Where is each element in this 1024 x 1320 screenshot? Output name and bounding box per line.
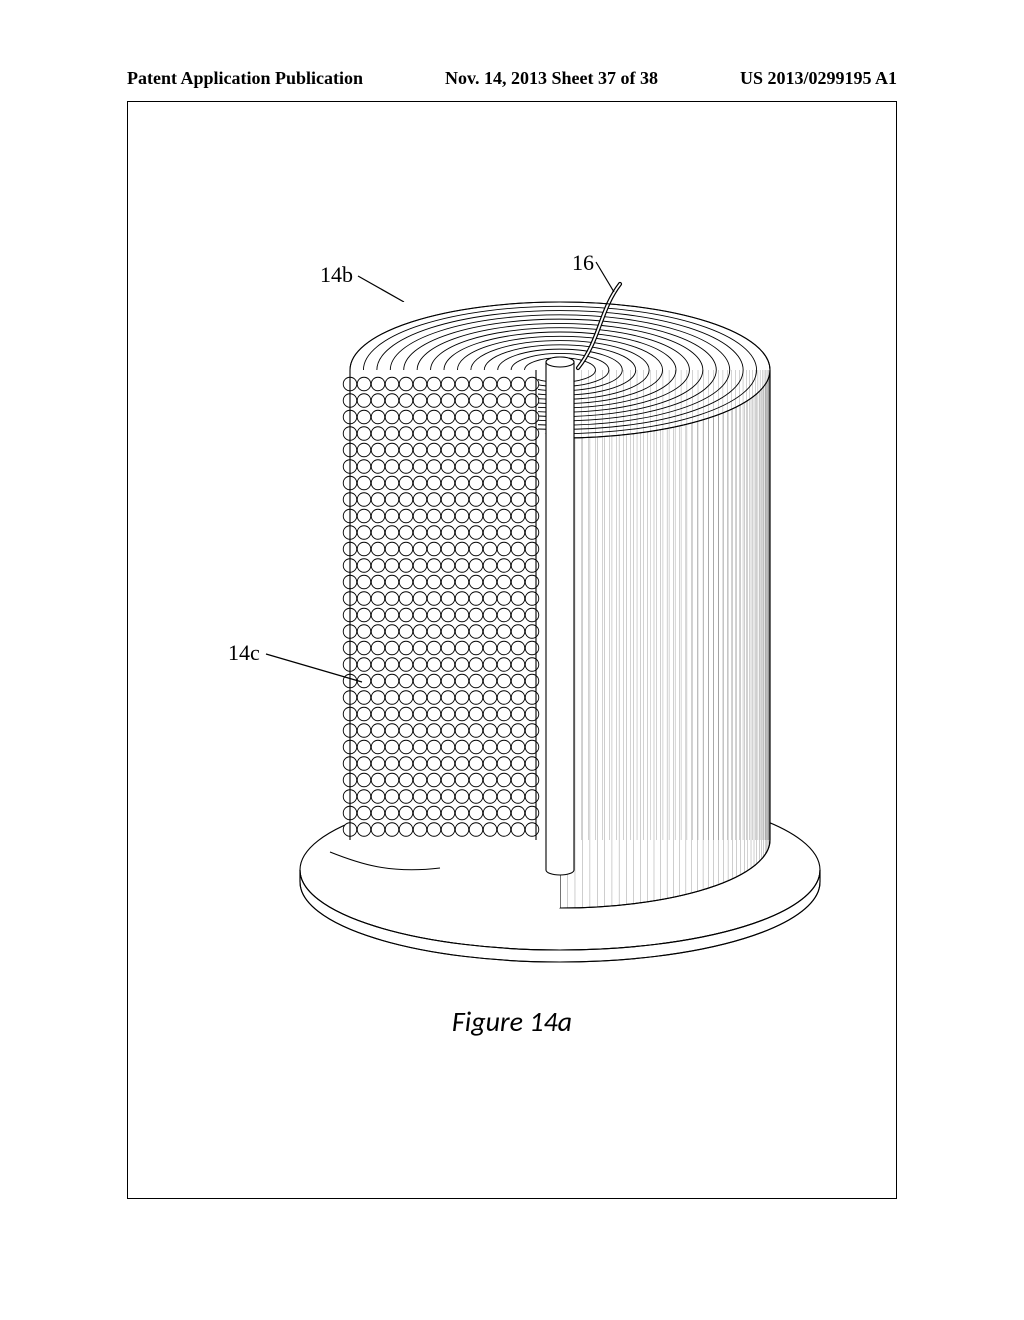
callout-16: 16 (572, 250, 594, 276)
leader-line-icon (592, 258, 642, 298)
header-center: Nov. 14, 2013 Sheet 37 of 38 (445, 68, 658, 89)
page-header: Patent Application Publication Nov. 14, … (127, 68, 897, 89)
header-right: US 2013/0299195 A1 (740, 68, 897, 89)
header-left: Patent Application Publication (127, 68, 363, 89)
coil-diagram (200, 260, 824, 980)
callout-14b: 14b (320, 262, 353, 288)
leader-line-icon (262, 642, 372, 692)
figure-caption: Figure 14a (0, 1004, 1024, 1039)
leader-line-icon (354, 272, 414, 302)
callout-14c: 14c (228, 640, 260, 666)
figure-area: 14b 16 14c (200, 260, 824, 980)
